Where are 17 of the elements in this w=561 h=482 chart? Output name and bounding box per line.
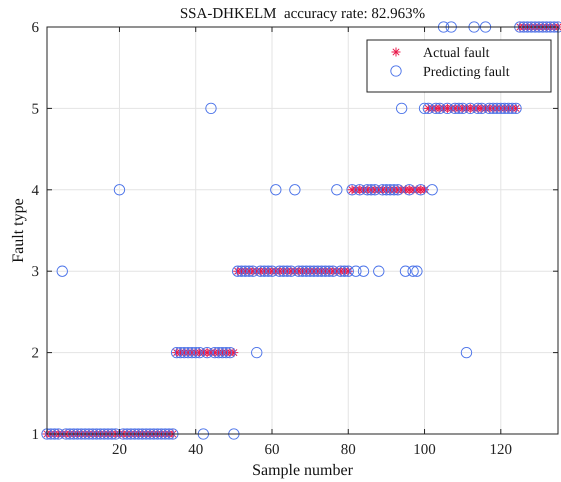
y-tick-label: 2 [32,346,39,362]
y-axis-title: Fault type [10,198,27,263]
y-tick-label: 6 [32,20,40,36]
y-tick-label: 3 [32,264,39,280]
legend-label: Actual fault [423,46,490,61]
y-tick-label: 5 [32,101,39,118]
y-tick-label: 4 [32,182,40,199]
x-tick-label: 20 [112,442,127,458]
x-tick-label: 100 [413,442,436,458]
x-tick-label: 120 [490,442,512,458]
x-tick-label: 40 [188,442,204,458]
y-tick-label: 1 [32,427,39,443]
legend-label: Predicting fault [423,65,510,80]
x-axis-title: Sample number [252,462,354,479]
chart-title: SSA-DHKELM accuracy rate: 82.963% [180,6,426,22]
x-tick-label: 60 [264,442,280,458]
x-tick-label: 80 [340,442,356,458]
